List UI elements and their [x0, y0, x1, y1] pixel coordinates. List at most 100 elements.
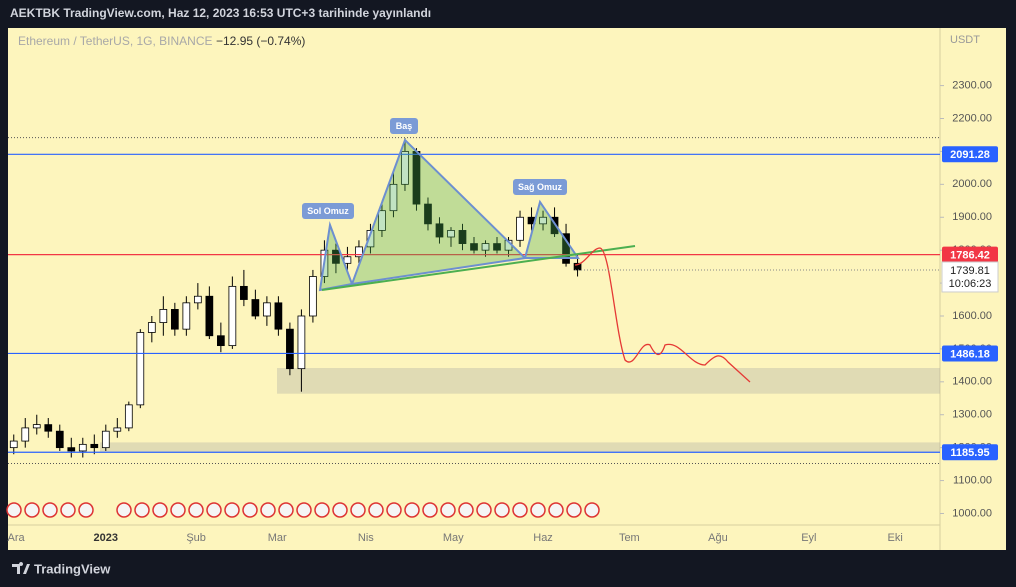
candle-body [124, 404, 133, 429]
candle-body [550, 216, 559, 235]
candle-body [9, 440, 18, 449]
y-tick-label: 1600.00 [952, 310, 992, 322]
level-label: 1486.18 [950, 348, 990, 360]
x-tick-label: Eki [887, 532, 902, 544]
left-shoulder [318, 221, 354, 292]
level-badge [942, 345, 998, 362]
event-flag [78, 502, 94, 518]
candle-body [470, 243, 478, 251]
event-flag [566, 502, 582, 518]
candle-body [159, 309, 168, 323]
x-tick-label: Nis [358, 532, 374, 544]
y-tick-label: 2200.00 [952, 112, 992, 124]
event-flag [494, 502, 510, 518]
candle-body [435, 223, 444, 238]
last-price-label: 1739.81 [950, 265, 990, 277]
candle-body [90, 443, 99, 449]
price-change: −12.95 (−0.74%) [216, 34, 305, 48]
event-flag [458, 502, 474, 518]
candle-body [228, 285, 237, 347]
candle-body [516, 216, 524, 241]
annotation-box [390, 118, 418, 134]
event-flag [224, 502, 240, 518]
event-flag [60, 502, 76, 518]
candle-body [101, 430, 110, 449]
candle-body [182, 302, 191, 330]
event-flag [116, 502, 132, 518]
candle-body [573, 262, 582, 271]
annotation: Sol Omuz [307, 206, 349, 216]
candle-body [21, 427, 30, 442]
neckline [321, 245, 636, 291]
footer-brand: TradingView [34, 561, 111, 576]
candle-body [263, 302, 271, 317]
candle-body [355, 246, 363, 258]
event-flag [422, 502, 438, 518]
x-tick-label: Haz [533, 532, 553, 544]
event-flag [584, 502, 600, 518]
candle-body [251, 299, 260, 317]
symbol-title: Ethereum / TetherUS, 1G, BINANCE [18, 34, 213, 48]
event-flag [332, 502, 348, 518]
candle-body [539, 216, 547, 225]
candle-body [389, 183, 398, 212]
event-flag [296, 502, 312, 518]
event-flag [368, 502, 384, 518]
last-price-badge [941, 261, 999, 293]
candle-body [458, 230, 467, 244]
candle-body [147, 322, 156, 333]
y-tick-label: 2300.00 [952, 80, 992, 92]
candle-body [366, 230, 375, 248]
annotation: Sağ Omuz [518, 182, 563, 192]
level-label: 1786.42 [950, 250, 990, 262]
event-flag [24, 502, 40, 518]
candle-body [343, 256, 352, 264]
x-tick-label: Mar [268, 532, 287, 544]
y-tick-label: 2000.00 [952, 178, 992, 190]
candle-body [332, 249, 340, 264]
candle-body [424, 203, 432, 225]
y-tick-label: 1400.00 [952, 376, 992, 388]
event-flag [476, 502, 492, 518]
level-badge [942, 246, 998, 263]
candle-body [562, 233, 570, 264]
event-flag [404, 502, 420, 518]
candle-body [378, 210, 386, 231]
event-flag [134, 502, 150, 518]
event-flag [512, 502, 528, 518]
candle-body [55, 430, 64, 449]
candle-body [493, 243, 501, 251]
candle-body [205, 295, 214, 337]
x-tick-label: Şub [186, 532, 206, 544]
projection-path [574, 247, 751, 383]
countdown: 10:06:23 [949, 278, 992, 290]
annotation-box [513, 179, 567, 195]
event-flag [242, 502, 258, 518]
candle-body [44, 424, 53, 432]
event-flag [440, 502, 456, 518]
y-tick-label: 1300.00 [952, 409, 992, 421]
event-flag [350, 502, 366, 518]
level-label: 1185.95 [950, 447, 989, 459]
x-tick-label: Ağu [708, 532, 728, 544]
annotation-box [302, 203, 354, 219]
candle-body [401, 151, 409, 185]
event-flag [152, 502, 168, 518]
event-flag [386, 502, 402, 518]
candle-body [286, 328, 294, 370]
candle-body [136, 332, 145, 406]
zone [277, 368, 940, 394]
y-tick-label: 1000.00 [952, 507, 992, 519]
candle-body [113, 427, 122, 432]
y-tick-label: 1100.00 [953, 474, 992, 486]
logo [12, 562, 30, 574]
candle-body [240, 285, 248, 300]
event-flag [260, 502, 276, 518]
currency: USDT [950, 34, 980, 46]
candle-body [67, 447, 76, 452]
annotation: Baş [396, 121, 413, 131]
candle-body [297, 315, 306, 370]
event-flag [6, 502, 22, 518]
